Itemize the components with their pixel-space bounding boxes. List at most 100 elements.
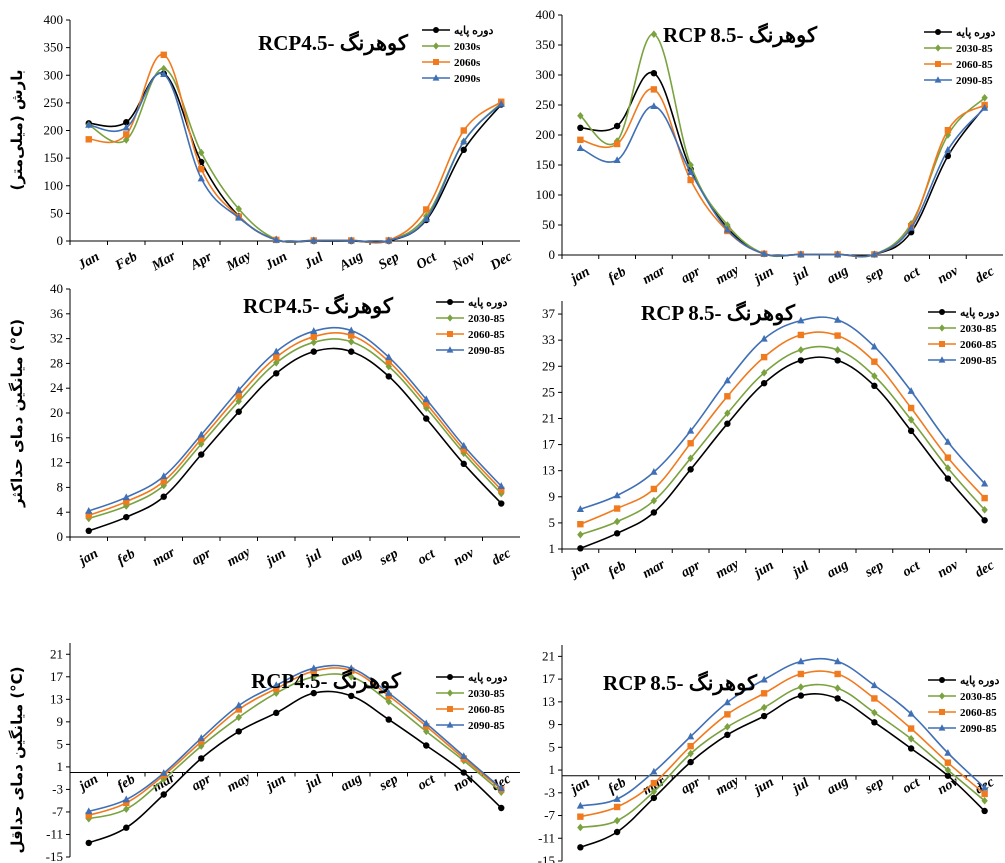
data-point: [348, 692, 355, 700]
data-point: [724, 711, 731, 718]
data-point: [498, 489, 505, 498]
legend-marker: [447, 331, 453, 337]
data-point: [797, 331, 805, 339]
data-point: [907, 725, 915, 732]
y-tick-label: 150: [536, 157, 556, 172]
y-tick-label: 8: [57, 479, 64, 494]
x-tick-label: sep: [376, 772, 401, 795]
x-tick-label: jul: [789, 559, 812, 581]
chart-title: RCP4.5- کوهرنگ: [243, 293, 394, 319]
x-tick-label: feb: [606, 264, 629, 286]
legend-marker: [433, 42, 439, 50]
data-point: [85, 839, 92, 847]
chart-panel-4: 1 5 9 13 17 21 25 29 33 37 jan feb mar apr may jun jul au…: [542, 300, 1003, 582]
series-line-1: [580, 693, 986, 849]
data-point: [123, 799, 130, 807]
data-point: [944, 475, 952, 482]
data-point: [85, 807, 93, 815]
y-tick-label: 9: [549, 717, 556, 732]
legend-marker: [935, 44, 941, 52]
x-tick-label: mar: [640, 263, 668, 288]
data-point: [197, 734, 205, 741]
legend-label: دوره پایه: [468, 672, 508, 684]
data-point: [687, 732, 695, 740]
data-point: [273, 709, 280, 717]
x-tick-label: mar: [150, 545, 178, 570]
y-tick-label: 21: [50, 646, 63, 661]
data-point: [123, 498, 130, 505]
y-tick-label: 100: [44, 178, 64, 193]
data-point: [123, 136, 130, 144]
legend-marker: [939, 709, 945, 715]
data-point: [460, 127, 467, 134]
data-point: [423, 727, 430, 736]
data-point: [613, 505, 621, 512]
data-point: [273, 354, 280, 361]
legend-label: 2030s: [454, 41, 481, 53]
data-point: [723, 225, 731, 233]
data-point: [944, 766, 952, 774]
data-point: [981, 104, 989, 111]
data-point: [197, 174, 205, 182]
data-point: [348, 337, 355, 346]
data-point: [310, 664, 318, 672]
x-tick-label: nov: [451, 545, 477, 569]
legend-label: 2090s: [454, 73, 481, 85]
data-point: [160, 478, 167, 485]
legend: دوره پایه 2030-85 2060-85 2090-85: [436, 672, 508, 732]
data-point: [385, 353, 393, 360]
data-point: [871, 695, 878, 702]
x-tick-label: aug: [825, 263, 851, 287]
data-point: [613, 491, 621, 499]
data-point: [907, 224, 915, 231]
data-point: [310, 327, 318, 334]
y-tick-label: -15: [46, 849, 63, 863]
data-point: [577, 844, 584, 851]
chart-title: RCP 8.5- کوهرنگ: [641, 300, 796, 326]
x-tick-label: may: [713, 263, 742, 288]
data-point: [160, 791, 167, 798]
x-tick-label: may: [225, 545, 254, 570]
x-tick-label: oct: [415, 546, 438, 568]
data-point: [273, 685, 280, 692]
data-point: [613, 122, 621, 130]
data-point: [907, 709, 915, 717]
data-point: [85, 506, 93, 514]
data-point: [724, 723, 731, 731]
x-tick-label: jun: [263, 771, 289, 795]
legend-marker: [939, 309, 945, 315]
data-point: [907, 404, 915, 412]
y-tick-label: 5: [549, 515, 556, 530]
y-tick-label: 21: [542, 410, 555, 425]
data-point: [423, 400, 430, 407]
data-point: [760, 712, 768, 720]
series-line-3: [88, 332, 502, 517]
data-point: [944, 127, 952, 134]
data-point: [907, 387, 915, 394]
data-point: [235, 408, 242, 415]
data-point: [198, 742, 205, 750]
series-line-1: [580, 356, 986, 550]
legend-label: 2090-85: [468, 720, 505, 732]
legend-marker: [935, 61, 941, 67]
x-tick-label: jul: [302, 547, 325, 569]
data-point: [577, 124, 584, 131]
x-tick-label: feb: [606, 558, 629, 580]
data-point: [871, 372, 878, 380]
data-point: [460, 769, 467, 776]
legend-label: 2060-85: [468, 329, 505, 341]
y-tick-label: 24: [50, 380, 64, 395]
series-line-3: [580, 331, 986, 525]
x-tick-label: Mar: [149, 248, 179, 274]
data-point: [235, 213, 243, 221]
chart-panel-3: 0 4 8 12 16 20 24 28 32 36 40 jan feb mar apr may jun jul…: [8, 281, 520, 570]
data-point: [724, 731, 731, 739]
x-tick-label: jan: [75, 546, 101, 569]
series-line-4: [580, 657, 986, 807]
data-point: [348, 332, 355, 339]
legend-marker: [432, 74, 440, 81]
data-point: [760, 690, 768, 697]
y-tick-label: 32: [50, 331, 63, 346]
legend-label: 2030-85: [960, 323, 997, 335]
data-point: [423, 415, 430, 422]
